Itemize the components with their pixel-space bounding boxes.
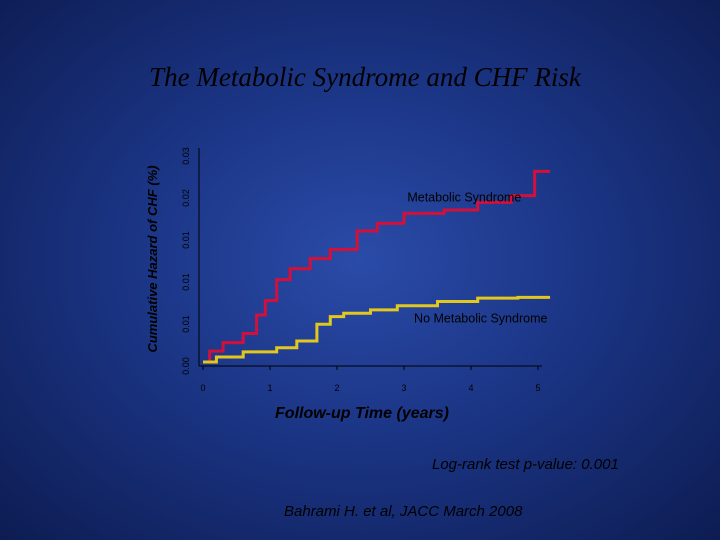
x-axis-title: Follow-up Time (years): [275, 405, 449, 422]
series-layer: [203, 169, 551, 364]
x-tick-label: 2: [334, 383, 339, 393]
y-tick-label: 0.01: [181, 231, 191, 249]
pvalue-text: Log-rank test p-value: 0.001: [432, 456, 619, 473]
metabolic-syndrome-curve: [203, 169, 551, 364]
x-tick-label: 3: [401, 383, 406, 393]
no-metabolic-syndrome-label: No Metabolic Syndrome: [414, 312, 547, 326]
y-axis-title: Cumulative Hazard of CHF (%): [145, 165, 160, 352]
y-tick-label: 0.03: [181, 147, 191, 165]
y-tick-label: 0.02: [181, 189, 191, 207]
page-title: The Metabolic Syndrome and CHF Risk: [149, 62, 581, 92]
chart-axes: 0 1 2 3 4 5 0.00 0.01 0.01 0.01 0.02 0.03: [181, 147, 542, 393]
y-tick-label: 0.00: [181, 357, 191, 375]
citation-text: Bahrami H. et al, JACC March 2008: [284, 503, 523, 520]
y-axis-title-group: Cumulative Hazard of CHF (%): [145, 165, 160, 352]
x-tick-label: 1: [267, 383, 272, 393]
annotation-layer: Metabolic Syndrome No Metabolic Syndrome: [407, 191, 547, 326]
y-tick-label: 0.01: [181, 315, 191, 333]
x-tick-label: 4: [468, 383, 473, 393]
metabolic-syndrome-label: Metabolic Syndrome: [407, 191, 521, 205]
x-tick-label: 0: [200, 383, 205, 393]
x-tick-label: 5: [535, 383, 540, 393]
no-metabolic-syndrome-curve: [203, 295, 551, 364]
y-tick-label: 0.01: [181, 273, 191, 291]
